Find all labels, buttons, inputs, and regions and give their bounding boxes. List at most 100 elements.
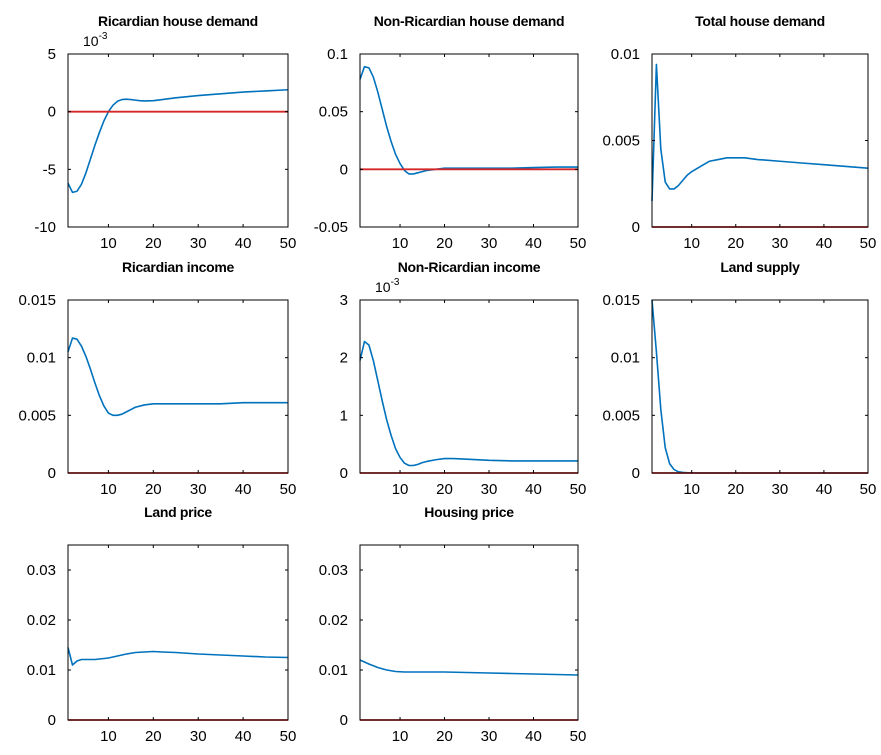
response-line (651, 63, 869, 202)
x-tick-label: 10 (100, 235, 117, 252)
y-tick-label: -0.05 (314, 219, 348, 236)
response-line (67, 88, 289, 194)
y-tick-label: 0.015 (602, 292, 640, 309)
chart-title: Ricardian income (122, 259, 234, 275)
x-tick-label: 30 (190, 728, 207, 745)
response-line (67, 647, 289, 666)
subplot-8: 10 20 30 40 50 0 0.01 0.02 0.03 Housing price (319, 504, 587, 745)
y-tick-label: 0 (340, 712, 348, 729)
plot-area (68, 54, 288, 227)
y-tick-label: 0.005 (602, 133, 640, 150)
x-tick-label: 30 (190, 481, 207, 498)
y-tick-label: 0.1 (327, 46, 348, 63)
y-tick-label: 3 (340, 292, 348, 309)
x-tick-label: 30 (771, 481, 788, 498)
chart-title: Non-Ricardian house demand (374, 13, 565, 29)
x-tick-label: 40 (816, 481, 833, 498)
chart-title: Total house demand (695, 13, 825, 29)
x-tick-label: 20 (436, 728, 453, 745)
chart-title: Land price (144, 504, 212, 520)
chart-title: Land supply (720, 259, 800, 275)
response-line (359, 340, 578, 467)
y-tick-label: 0 (48, 465, 56, 482)
axes-box (67, 544, 289, 721)
response-line (67, 337, 288, 417)
x-tick-label: 20 (145, 481, 162, 498)
y-tick-label: 0 (340, 465, 348, 482)
y-tick-label: 0.01 (611, 350, 640, 367)
y-tick-label: -10 (34, 219, 56, 236)
y-tick-label: 0 (340, 161, 348, 178)
x-tick-label: 50 (570, 235, 587, 252)
axes-box (67, 53, 289, 228)
axes-box (359, 53, 579, 228)
subplot-1: 10 20 30 40 50 -10 -5 0 5 Ricardian house demand 1… (34, 13, 296, 252)
x-tick-label: 50 (280, 481, 297, 498)
y-tick-label: 0 (632, 219, 640, 236)
plot-area (68, 300, 288, 473)
y-tick-label: 0.01 (27, 662, 56, 679)
y-tick-label: 0 (48, 104, 56, 121)
axes-box (67, 299, 289, 474)
plot-area (360, 54, 578, 227)
exponent-base: 10 (375, 279, 391, 295)
chart-title: Ricardian house demand (98, 13, 258, 29)
response-line (359, 65, 578, 175)
y-tick-label: 0.02 (27, 612, 56, 629)
x-tick-label: 30 (771, 235, 788, 252)
x-tick-label: 30 (481, 728, 498, 745)
exponent-base: 10 (83, 33, 99, 49)
x-tick-label: 10 (392, 728, 409, 745)
y-tick-label: 0.03 (319, 562, 348, 579)
plot-area (652, 300, 868, 473)
x-tick-label: 40 (525, 235, 542, 252)
y-tick-label: 0.005 (18, 407, 56, 424)
x-tick-label: 10 (392, 235, 409, 252)
x-tick-label: 10 (392, 481, 409, 498)
x-tick-label: 10 (683, 235, 700, 252)
x-tick-label: 50 (570, 728, 587, 745)
y-tick-label: 0.01 (319, 662, 348, 679)
axes-box (359, 544, 579, 721)
x-tick-label: 10 (100, 481, 117, 498)
subplot-4: 10 20 30 40 50 0 0.005 0.01 0.015 Ricardian incom… (18, 259, 296, 498)
subplot-6: 10 20 30 40 50 0 0.005 0.01 0.015 Land supply (602, 259, 876, 498)
plot-area (360, 300, 578, 473)
x-tick-label: 50 (280, 728, 297, 745)
subplot-7: 10 20 30 40 50 0 0.01 0.02 0.03 Land price (27, 504, 297, 745)
y-tick-label: 0.02 (319, 612, 348, 629)
x-tick-label: 40 (525, 481, 542, 498)
x-tick-label: 30 (481, 481, 498, 498)
y-tick-label: 1 (340, 407, 348, 424)
x-tick-label: 50 (570, 481, 587, 498)
y-tick-label: -5 (43, 161, 56, 178)
x-tick-label: 20 (436, 481, 453, 498)
plot-area (68, 545, 288, 720)
y-tick-label: 5 (48, 46, 56, 63)
x-tick-label: 40 (235, 481, 252, 498)
y-tick-label: 2 (340, 350, 348, 367)
axes-box (359, 299, 579, 474)
exponent-power: -3 (99, 31, 108, 42)
y-tick-label: 0.01 (27, 350, 56, 367)
y-tick-label: 0.01 (611, 46, 640, 63)
x-tick-label: 40 (525, 728, 542, 745)
x-tick-label: 20 (145, 235, 162, 252)
subplot-3: 10 20 30 40 50 0 0.005 0.01 Total house demand (602, 13, 876, 252)
x-tick-label: 20 (436, 235, 453, 252)
y-tick-label: 0 (632, 465, 640, 482)
x-tick-label: 10 (683, 481, 700, 498)
plot-area (652, 54, 868, 227)
x-tick-label: 50 (860, 481, 877, 498)
x-tick-label: 50 (280, 235, 297, 252)
exponent-power: -3 (391, 277, 400, 288)
x-tick-label: 40 (816, 235, 833, 252)
x-tick-label: 30 (190, 235, 207, 252)
x-tick-label: 50 (860, 235, 877, 252)
axis-exponent: 10-3 (83, 31, 108, 49)
axis-exponent: 10-3 (375, 277, 400, 295)
y-tick-label: 0.05 (319, 104, 348, 121)
y-tick-label: 0 (48, 712, 56, 729)
